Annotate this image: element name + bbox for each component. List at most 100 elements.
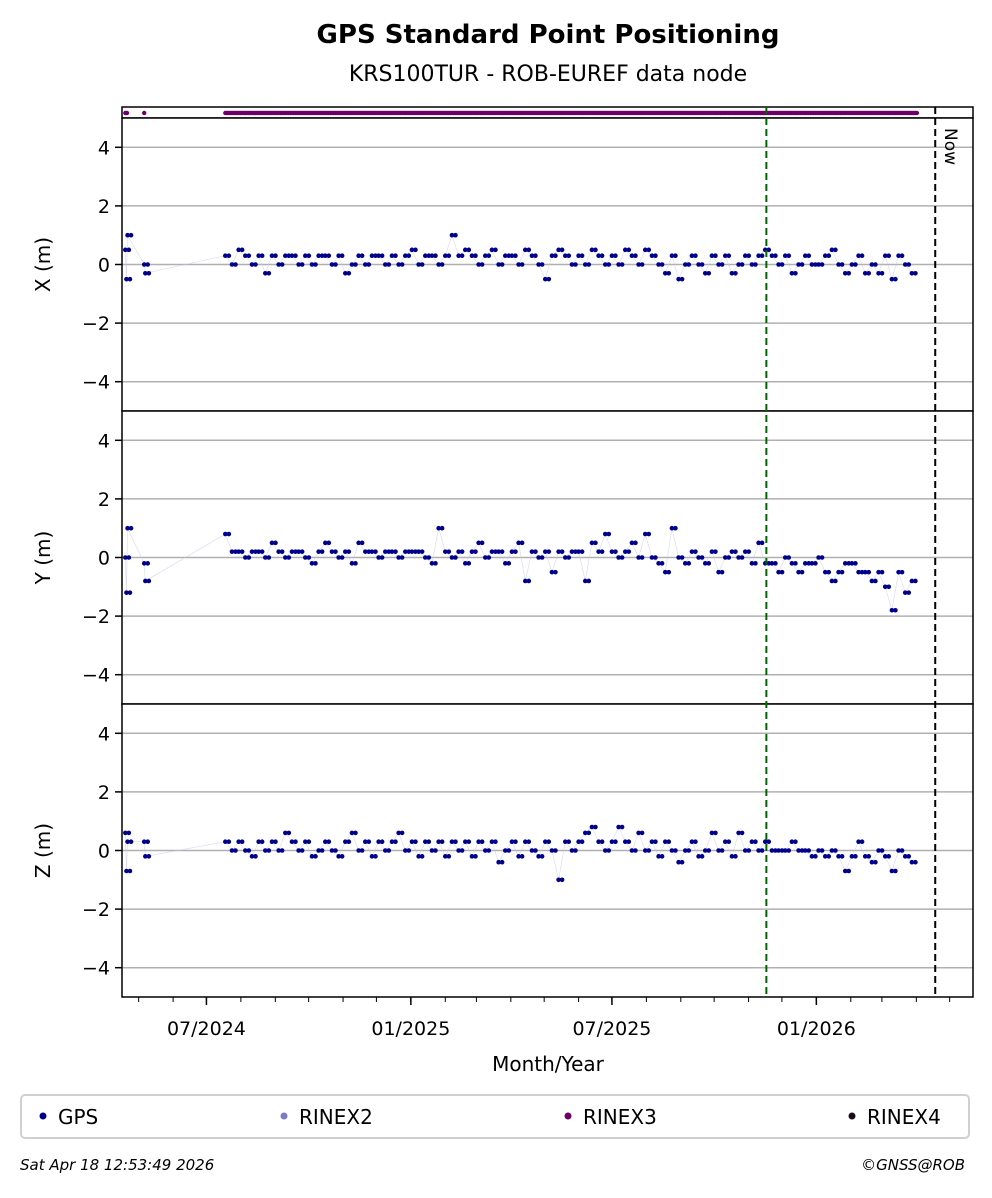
gps-point-z [782, 848, 788, 853]
gps-point-y [439, 525, 445, 531]
gps-point-y [709, 549, 715, 554]
gps-point-z [276, 848, 281, 853]
gps-point-y [622, 549, 628, 554]
gps-point-y [613, 549, 618, 554]
gps-point-y [562, 555, 568, 560]
gps-point-z [713, 830, 718, 836]
gps-point-x [646, 247, 652, 253]
gps-point-z [733, 854, 738, 859]
gps-point-y [859, 569, 865, 575]
gps-point-x [546, 276, 552, 282]
gps-point-x [693, 253, 698, 259]
x-tick-label: 01/2026 [777, 1018, 856, 1040]
gps-point-z [769, 848, 775, 853]
gps-point-y [456, 549, 461, 554]
gps-point-x [866, 270, 872, 276]
gps-point-z [862, 854, 868, 859]
gps-point-x [839, 262, 845, 267]
gps-point-y [233, 549, 238, 554]
gps-point-x [141, 262, 147, 267]
gps-point-x [702, 270, 708, 276]
gps-point-y [706, 561, 712, 566]
gps-point-x [276, 262, 281, 267]
gps-point-x [873, 262, 878, 267]
gps-point-z [449, 839, 455, 845]
gps-point-y [409, 549, 415, 554]
gps-point-y [229, 549, 235, 554]
gps-point-z [809, 854, 815, 859]
gps-point-z [145, 839, 151, 845]
gps-point-x [559, 247, 565, 253]
gps-point-y [143, 578, 148, 584]
gps-point-x [659, 262, 665, 267]
gps-point-x [309, 262, 315, 267]
gps-point-z [409, 839, 415, 845]
gps-point-y [586, 578, 592, 584]
gps-point-z [253, 854, 258, 859]
gps-point-z [602, 848, 608, 853]
gps-point-x [622, 247, 628, 253]
gps-point-y [849, 561, 855, 566]
gps-point-y [243, 555, 248, 560]
gps-point-x [123, 247, 128, 253]
gps-point-z [376, 839, 381, 845]
gps-point-x [229, 262, 235, 267]
gps-point-y [826, 569, 832, 575]
gps-point-x [746, 253, 752, 259]
gps-point-y [246, 555, 252, 560]
gps-point-z [269, 839, 275, 845]
gps-point-x [389, 253, 395, 259]
gps-point-x [889, 276, 895, 282]
gps-point-x [822, 253, 828, 259]
gps-point-y [433, 561, 438, 566]
gps-point-x [793, 270, 798, 276]
legend-marker-rinex3 [564, 1112, 572, 1120]
gps-point-x [436, 262, 441, 267]
gps-point-y [836, 569, 841, 575]
gps-point-y [899, 569, 905, 575]
gps-point-z [246, 848, 252, 853]
gps-point-z [343, 839, 348, 845]
y-tick-label: 0 [98, 841, 110, 863]
gps-point-z [889, 868, 895, 874]
gps-point-z [413, 839, 418, 845]
gps-point-y [882, 584, 888, 590]
gps-point-x [446, 253, 452, 259]
gps-point-z [709, 830, 715, 836]
gps-point-z [329, 848, 335, 853]
gps-point-y [593, 540, 598, 546]
gps-point-x [802, 253, 808, 259]
gps-point-y [686, 561, 692, 566]
gps-point-y [442, 549, 448, 554]
gps-point-z [429, 848, 435, 853]
gps-point-z [793, 839, 798, 845]
gps-point-y [853, 561, 858, 566]
gps-point-y [636, 555, 641, 560]
chart-title: GPS Standard Point Positioning [317, 20, 780, 50]
gps-point-x [826, 253, 832, 259]
gps-point-x [586, 262, 592, 267]
gps-point-y [736, 555, 741, 560]
gps-point-x [722, 253, 728, 259]
gps-point-z [539, 854, 545, 859]
gps-point-y [639, 555, 645, 560]
plot-area: 4 2 0 −2 −4 X (m) 4 2 0 −2 −4 Y (m) 4 2 0 −2 −4 Z (m) Now 0… [31, 106, 974, 1040]
gps-point-x [796, 262, 801, 267]
gps-point-z [886, 854, 892, 859]
gps-point-y [566, 555, 572, 560]
y-tick-label: 4 [98, 137, 110, 159]
gps-point-x [862, 270, 868, 276]
gps-point-y [913, 578, 918, 584]
y-tick-label: 0 [98, 255, 110, 277]
gps-point-x [759, 253, 765, 259]
gps-point-x [893, 276, 898, 282]
gps-point-y [799, 569, 805, 575]
gps-point-y [356, 540, 361, 546]
gps-point-y [879, 569, 885, 575]
gps-point-x [673, 253, 678, 259]
gps-point-y [822, 569, 828, 575]
gps-point-z [466, 839, 472, 845]
gps-point-z [249, 854, 255, 859]
gps-point-y [329, 549, 335, 554]
gps-point-z [646, 848, 652, 853]
